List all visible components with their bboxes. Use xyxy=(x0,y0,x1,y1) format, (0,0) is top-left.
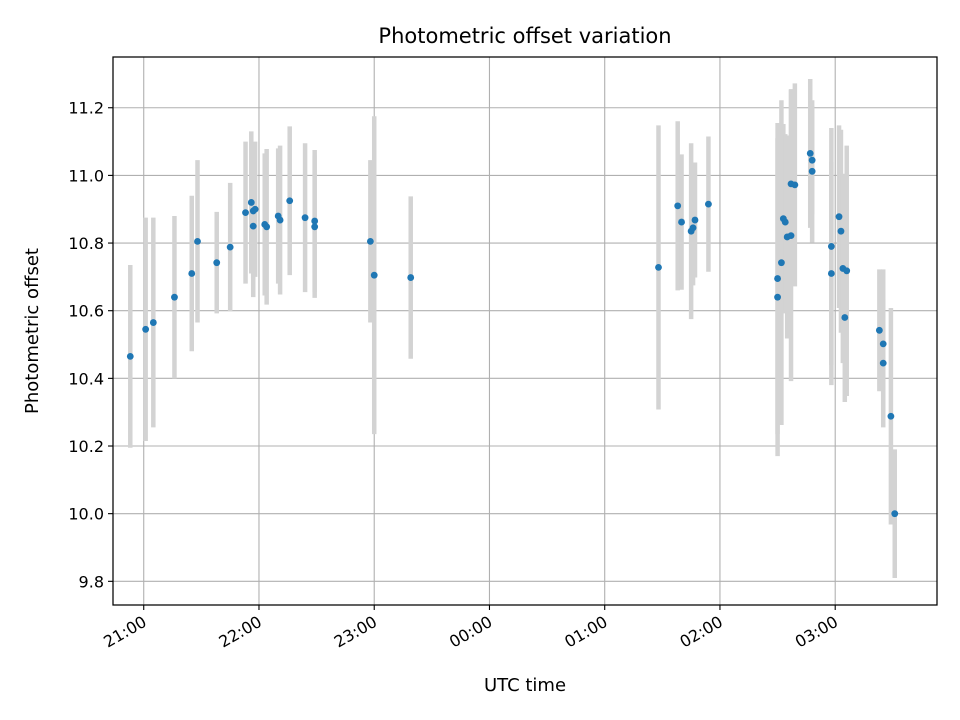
data-point xyxy=(836,213,843,220)
data-point xyxy=(690,224,697,231)
data-point xyxy=(250,223,257,230)
data-point xyxy=(692,217,699,224)
y-tick-label: 11.2 xyxy=(68,99,104,118)
data-point xyxy=(263,223,270,230)
data-point xyxy=(371,272,378,279)
data-point xyxy=(277,217,284,224)
data-point xyxy=(788,232,795,239)
chart-title: Photometric offset variation xyxy=(378,24,671,48)
data-point xyxy=(142,326,149,333)
y-tick-label: 10.4 xyxy=(68,369,104,388)
x-axis-title: UTC time xyxy=(484,675,566,696)
data-point xyxy=(150,319,157,326)
data-point xyxy=(171,294,178,301)
data-point xyxy=(311,223,318,230)
data-point xyxy=(841,314,848,321)
data-point xyxy=(888,413,895,420)
data-point xyxy=(213,259,220,266)
data-point xyxy=(227,244,234,251)
data-point xyxy=(127,353,134,360)
chart: 21:00 22:00 23:00 00:00 01:00 02:00 03:009.810… xyxy=(0,0,960,720)
data-point xyxy=(876,327,883,334)
data-point xyxy=(778,259,785,266)
data-point xyxy=(791,181,798,188)
y-tick-label: 9.8 xyxy=(79,572,104,591)
y-axis-title: Photometric offset xyxy=(22,248,43,414)
data-point xyxy=(407,274,414,281)
data-point xyxy=(891,510,898,517)
data-point xyxy=(367,238,374,245)
data-point xyxy=(188,270,195,277)
data-point xyxy=(843,267,850,274)
data-point xyxy=(774,275,781,282)
data-point xyxy=(880,360,887,367)
y-tick-label: 10.2 xyxy=(68,437,104,456)
data-point xyxy=(774,294,781,301)
data-point xyxy=(674,202,681,209)
data-point xyxy=(880,340,887,347)
data-point xyxy=(809,168,816,175)
y-tick-label: 10.0 xyxy=(68,505,104,524)
data-point xyxy=(194,238,201,245)
data-point xyxy=(655,264,662,271)
data-point xyxy=(807,150,814,157)
data-point xyxy=(828,270,835,277)
data-point xyxy=(705,201,712,208)
data-point xyxy=(782,219,789,226)
data-point xyxy=(678,219,685,226)
data-point xyxy=(302,214,309,221)
data-point xyxy=(242,209,249,216)
data-point xyxy=(252,206,259,213)
data-point xyxy=(838,228,845,235)
data-point xyxy=(248,199,255,206)
y-tick-label: 10.6 xyxy=(68,302,104,321)
data-point xyxy=(809,157,816,164)
data-point xyxy=(286,197,293,204)
y-tick-label: 11.0 xyxy=(68,166,104,185)
data-point xyxy=(828,243,835,250)
y-tick-label: 10.8 xyxy=(68,234,104,253)
